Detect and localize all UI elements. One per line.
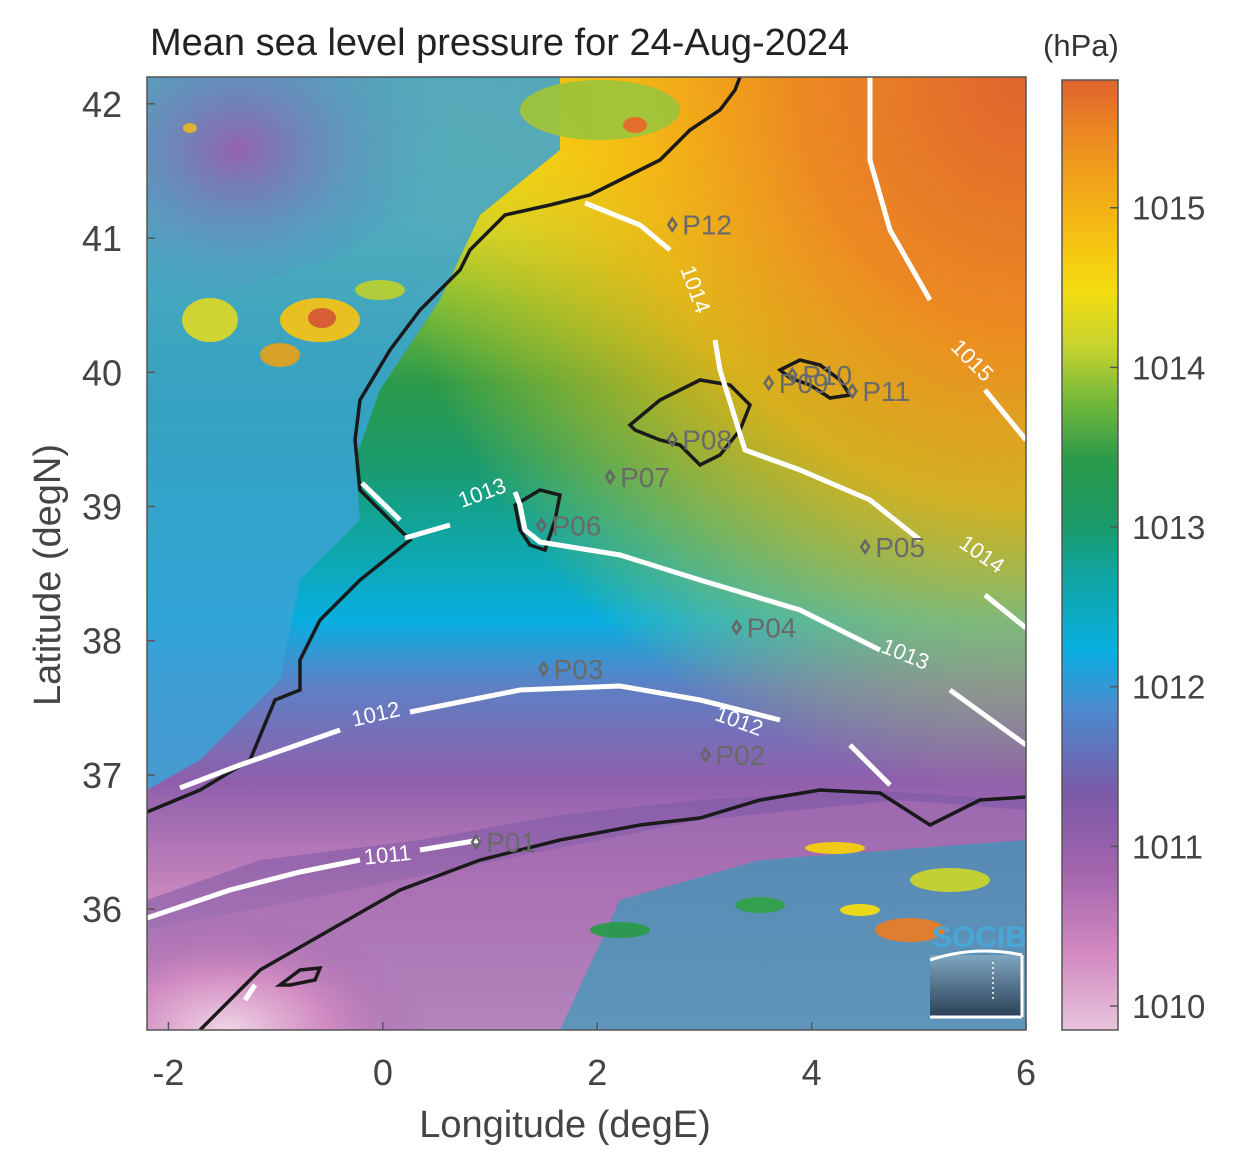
socib-logo: SOCIB <box>929 921 1027 1019</box>
colorbar-unit: (hPa) <box>1043 28 1119 63</box>
station-label: P06 <box>551 510 601 541</box>
logo-text: SOCIB <box>932 921 1027 954</box>
x-axis-label: Longitude (degE) <box>419 1104 711 1146</box>
station-marker <box>731 619 743 636</box>
station-marker <box>859 538 871 556</box>
x-tick-label: 0 <box>373 1052 393 1093</box>
station-marker <box>470 833 482 851</box>
colorbar-tick-label: 1014 <box>1132 349 1205 386</box>
colorbar-tick-label: 1015 <box>1132 190 1205 227</box>
station-label: P10 <box>802 360 852 391</box>
station-marker <box>786 366 798 384</box>
y-tick-label: 41 <box>82 218 122 259</box>
station-label: P05 <box>875 532 925 563</box>
y-axis-ticks: 36 37 38 39 40 41 42 <box>82 84 155 930</box>
station-label: P01 <box>486 827 536 858</box>
station-marker <box>538 660 550 678</box>
map-frame <box>146 76 1027 1031</box>
isobar-lines <box>147 77 1026 1002</box>
y-tick-label: 42 <box>82 84 122 125</box>
y-axis-label: Latitude (degN) <box>27 444 69 706</box>
x-tick-label: 6 <box>1016 1052 1036 1093</box>
colorbar-tick-label: 1012 <box>1132 669 1205 706</box>
station-label: P08 <box>682 424 732 455</box>
x-tick-label: -2 <box>152 1052 184 1093</box>
x-tick-label: 2 <box>587 1052 607 1093</box>
y-tick-label: 39 <box>82 487 122 528</box>
x-axis-ticks: -2 0 2 4 6 <box>152 1022 1036 1093</box>
colorbar <box>1061 79 1119 1031</box>
station-label: P11 <box>862 376 910 407</box>
station-label: P07 <box>620 462 670 493</box>
colorbar-tick-label: 1013 <box>1132 509 1205 546</box>
station-label: P04 <box>747 612 797 643</box>
station-marker <box>763 374 775 392</box>
station-marker <box>604 468 616 486</box>
y-tick-label: 40 <box>82 352 122 393</box>
colorbar-tick-label: 1010 <box>1132 988 1205 1025</box>
colorbar-tick-label: 1011 <box>1132 828 1203 865</box>
map-title: Mean sea level pressure for 24-Aug-2024 <box>150 22 850 64</box>
y-tick-label: 36 <box>82 889 122 930</box>
y-tick-label: 37 <box>82 755 122 796</box>
station-marker <box>846 382 858 400</box>
station-label: P02 <box>715 740 765 771</box>
y-tick-label: 38 <box>82 621 122 662</box>
station-marker <box>699 746 711 764</box>
station-label: P03 <box>554 654 604 685</box>
station-label: P12 <box>682 210 732 241</box>
colorbar-ticks: 1010 1011 1012 1013 1014 1015 <box>1110 190 1205 1025</box>
isobar-label: 1011 <box>363 840 413 870</box>
x-tick-label: 4 <box>802 1052 822 1093</box>
station-marker <box>535 517 547 534</box>
station-marker <box>666 431 678 448</box>
station-marker <box>666 216 678 233</box>
station-label: P09 <box>779 368 829 399</box>
